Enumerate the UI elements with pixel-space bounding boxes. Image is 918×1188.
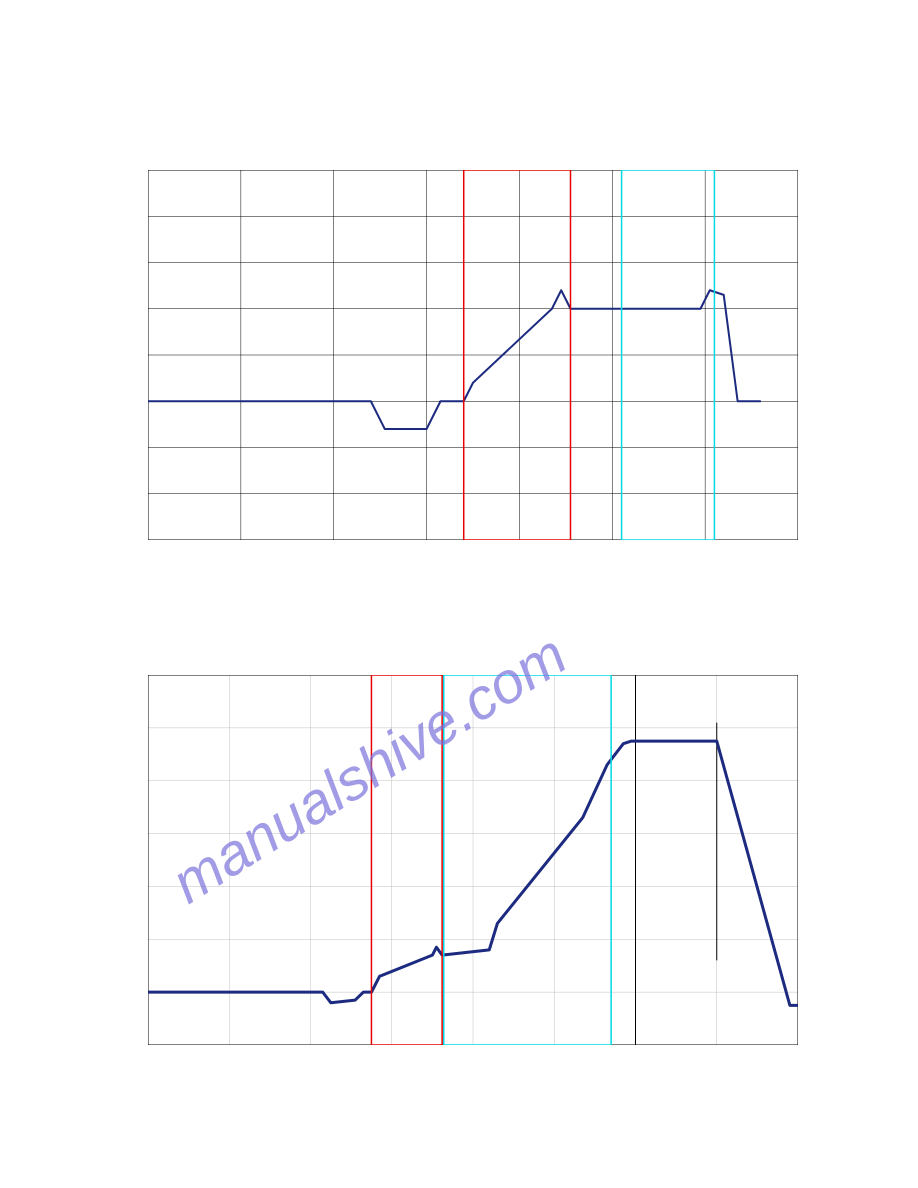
chart-2	[148, 675, 798, 1045]
chart-1	[148, 170, 798, 540]
